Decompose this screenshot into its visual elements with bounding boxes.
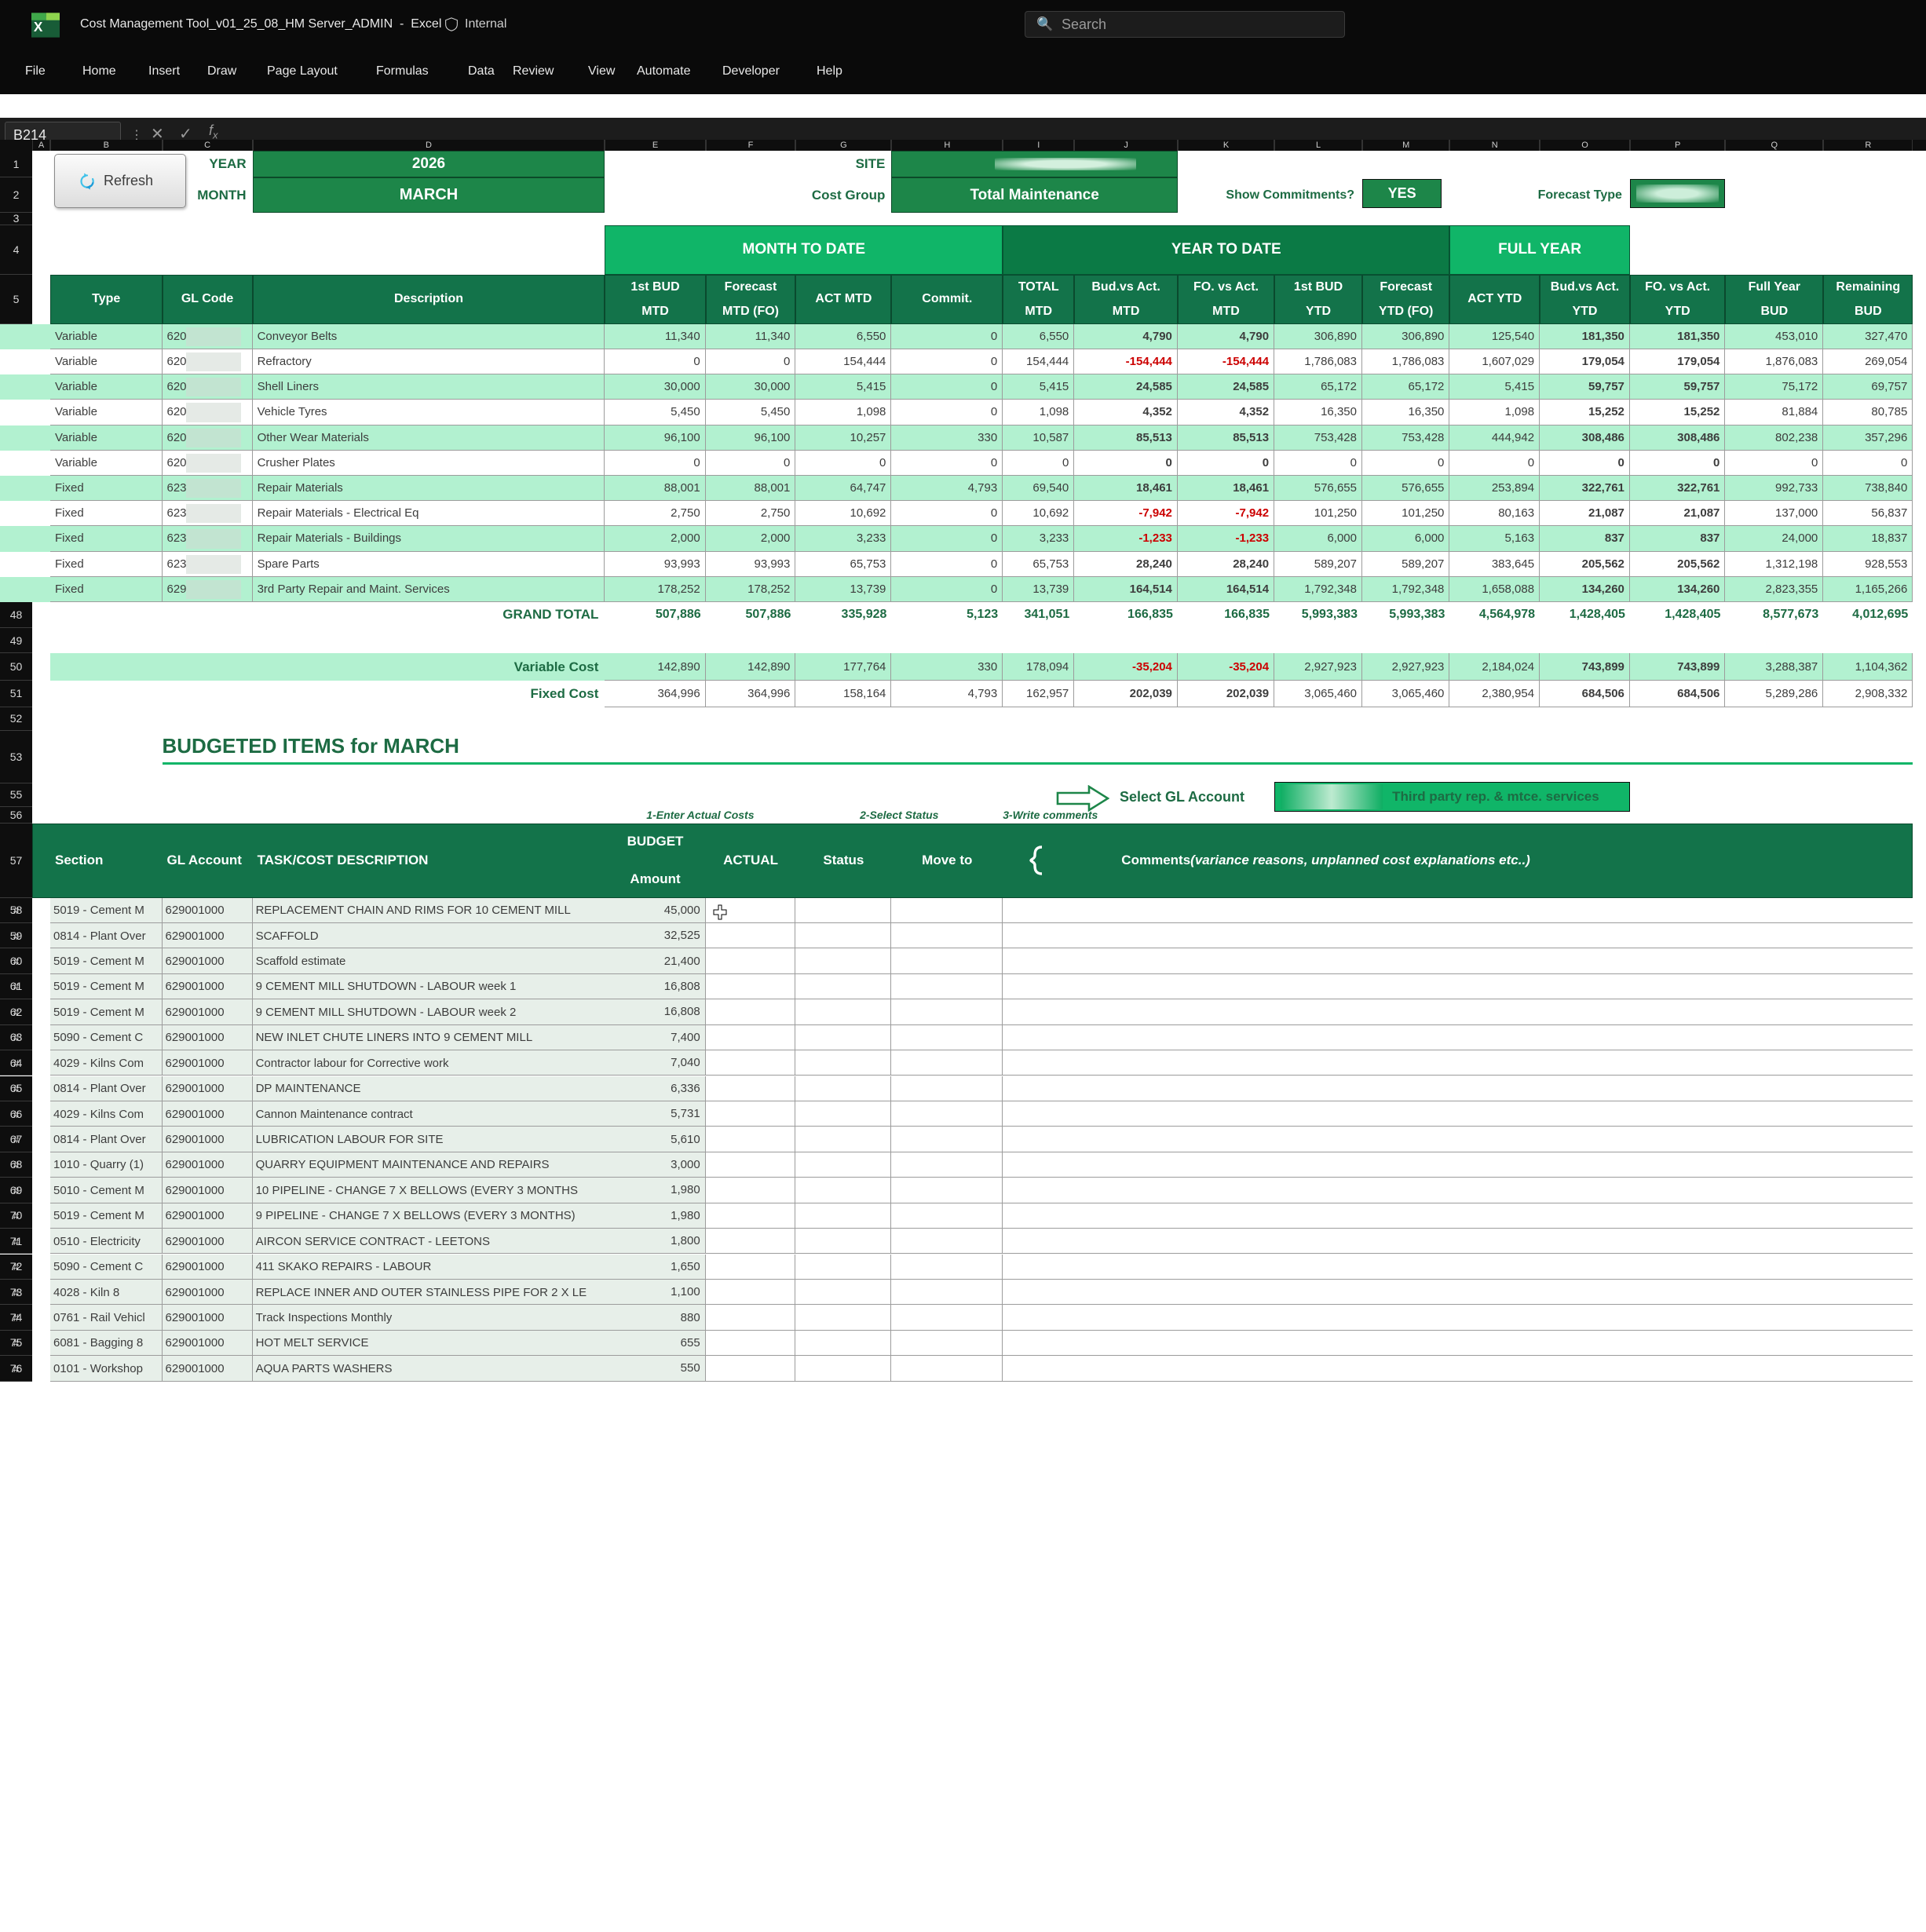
svg-text:X: X xyxy=(34,19,43,35)
